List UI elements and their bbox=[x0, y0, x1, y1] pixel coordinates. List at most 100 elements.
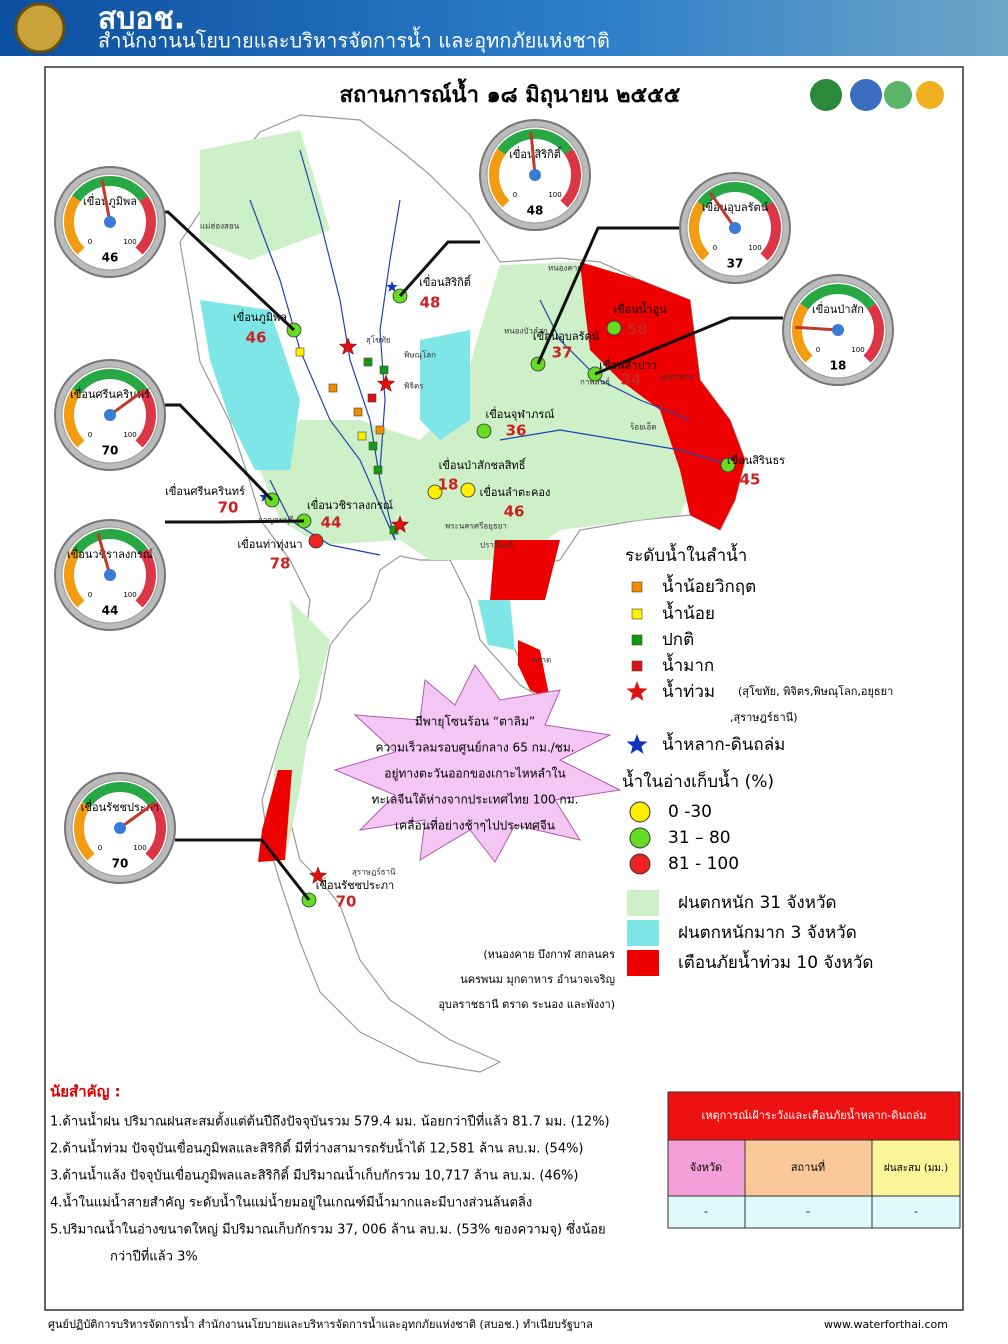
dam-value: 46 bbox=[504, 503, 525, 521]
gauge-band-high bbox=[135, 548, 156, 608]
heavy-rain-area bbox=[200, 130, 330, 260]
flood-warning-area bbox=[258, 770, 292, 862]
place-label: มุกดาหาร bbox=[660, 373, 695, 382]
gauge-hub bbox=[104, 216, 116, 228]
river-level-marker bbox=[363, 357, 373, 367]
dam-name: เขื่อนท่าทุ่งนา bbox=[237, 536, 302, 551]
gauge-band-mid bbox=[82, 782, 158, 808]
key-point: กว่าปีที่แล้ว 3% bbox=[110, 1248, 198, 1265]
gauge-value: 46 bbox=[102, 251, 119, 265]
flood-star bbox=[308, 866, 328, 884]
gauge-needle bbox=[794, 325, 839, 332]
gauge-band-mid bbox=[697, 182, 773, 208]
gauge-band-low bbox=[64, 548, 85, 608]
storm-notice-line: ทะเลจีนใต้ห่างจากประเทศไทย 100 กม. bbox=[372, 793, 579, 807]
dam-name: เขื่อนวชิราลงกรณ์ bbox=[307, 497, 393, 512]
gauge-scale-min: 0 bbox=[88, 431, 92, 439]
gauge-hub bbox=[114, 822, 126, 834]
key-point: 2.ด้านน้ำท่วม ปัจจุบันเขื่อนภูมิพลและสิร… bbox=[50, 1139, 584, 1157]
header-org-name: สำนักงานนโยบายและบริหารจัดการน้ำ และอุทก… bbox=[98, 27, 610, 54]
place-label: หนองบัวลำภู bbox=[504, 327, 548, 337]
reservoir-marker bbox=[476, 423, 492, 439]
gauge-band-mid bbox=[497, 129, 573, 155]
gauge-connector bbox=[165, 519, 305, 524]
gauge-value: 48 bbox=[527, 204, 544, 218]
table-column-header: ฝนสะสม (มม.) bbox=[884, 1163, 948, 1174]
gauge-band-mid bbox=[800, 284, 876, 310]
flood-star bbox=[390, 515, 410, 533]
legend-label: 81 - 100 bbox=[668, 854, 739, 874]
key-point: 3.ด้านน้ำแล้ง ปัจจุบันเขื่อนภูมิพลและสิร… bbox=[50, 1166, 578, 1184]
gauge-name: เขื่อนป่าสัก bbox=[812, 301, 864, 316]
dam-name: เขื่อนลำตะคอง bbox=[480, 484, 551, 499]
table-column-header: จังหวัด bbox=[690, 1161, 722, 1174]
gauge-needle bbox=[709, 191, 737, 229]
gauge-band-low bbox=[74, 801, 95, 861]
dam-value: 45 bbox=[740, 471, 761, 489]
partner-logo bbox=[916, 81, 944, 109]
flood-warning-area bbox=[518, 640, 550, 700]
header-logo bbox=[14, 2, 66, 54]
legend-swatch bbox=[629, 801, 651, 823]
gauge-value: 70 bbox=[102, 444, 119, 458]
legend-label: ฝนตกหนักมาก 3 จังหวัด bbox=[678, 923, 857, 943]
gauge-band-low bbox=[64, 388, 85, 448]
table-cell-text: - bbox=[806, 1205, 810, 1218]
gauge-value: 70 bbox=[112, 857, 129, 871]
dam-value: 78 bbox=[270, 555, 291, 573]
gauge-band-high bbox=[560, 148, 581, 208]
place-label: กาฬสินธุ์ bbox=[580, 377, 610, 387]
storm-notice-burst bbox=[333, 664, 622, 863]
gauge-scale-max: 100 bbox=[123, 431, 136, 439]
gauge-hub bbox=[104, 569, 116, 581]
legend-swatch bbox=[631, 660, 643, 672]
key-point: 1.ด้านน้ำฝน ปริมาณฝนสะสมตั้งแต่ต้นปีถึงป… bbox=[50, 1112, 610, 1130]
place-label: ร้อยเอ็ด bbox=[630, 422, 657, 432]
dam-value: 70 bbox=[336, 893, 357, 911]
landslide-marker bbox=[386, 281, 398, 292]
table-cell-text: - bbox=[704, 1205, 708, 1218]
legend-label: 31 – 80 bbox=[668, 828, 731, 848]
gauge-scale-min: 0 bbox=[513, 191, 517, 199]
partner-logo bbox=[810, 79, 842, 111]
dam-name: เขื่อนอุบลรัตน์ bbox=[533, 328, 600, 343]
river-level-marker bbox=[295, 347, 305, 357]
gauge-needle bbox=[529, 132, 537, 176]
legend-label: ฝนตกหนัก 31 จังหวัด bbox=[678, 893, 837, 913]
legend-label: ปกติ bbox=[662, 630, 694, 650]
gauge-needle bbox=[109, 388, 146, 417]
gauge-value: 18 bbox=[830, 359, 847, 373]
gauge-name: เขื่อนวชิราลงกรณ์ bbox=[67, 546, 153, 561]
gauge-needle bbox=[100, 179, 112, 223]
table-title: เหตุการณ์เฝ้าระวังและเตือนภัยน้ำหลาก-ดิน… bbox=[701, 1107, 926, 1122]
legend-swatch bbox=[627, 890, 659, 916]
partner-logo bbox=[850, 79, 882, 111]
legend-swatch bbox=[631, 634, 643, 646]
gauge-band-high bbox=[863, 303, 884, 363]
key-point: 5.ปริมาณน้ำในอ่างขนาดใหญ่ มีปริมาณเก็บกั… bbox=[50, 1220, 606, 1238]
river bbox=[379, 199, 401, 471]
partner-logo bbox=[884, 81, 912, 109]
river bbox=[499, 429, 731, 466]
reservoir-marker bbox=[720, 457, 736, 473]
gauge-scale-max: 100 bbox=[123, 238, 136, 246]
legend-title: ระดับน้ำในลำน้ำ bbox=[625, 543, 747, 566]
dam-value: 36 bbox=[506, 422, 527, 440]
gauge-value: 44 bbox=[102, 604, 119, 618]
legend-swatch bbox=[626, 681, 648, 701]
gauge-name: เขื่อนอุบลรัตน์ bbox=[702, 199, 769, 214]
river-level-marker bbox=[373, 465, 383, 475]
gauge-connector bbox=[536, 226, 680, 365]
gauge-name: เขื่อนศรีนครินทร์ bbox=[70, 386, 150, 401]
gauge-needle bbox=[119, 801, 156, 830]
table-column-cell bbox=[667, 1139, 746, 1197]
reservoir-marker bbox=[308, 533, 324, 549]
legend-label: เตือนภัยน้ำท่วม 10 จังหวัด bbox=[678, 950, 873, 973]
river-level-marker bbox=[357, 431, 367, 441]
legend-swatch bbox=[629, 827, 651, 849]
place-label: ตราด bbox=[532, 656, 551, 665]
flood-star bbox=[376, 374, 396, 392]
table-column-header: สถานที่ bbox=[791, 1159, 825, 1174]
river-level-marker bbox=[368, 441, 378, 451]
gauge-name: เขื่อนสิริกิติ์ bbox=[509, 146, 562, 161]
